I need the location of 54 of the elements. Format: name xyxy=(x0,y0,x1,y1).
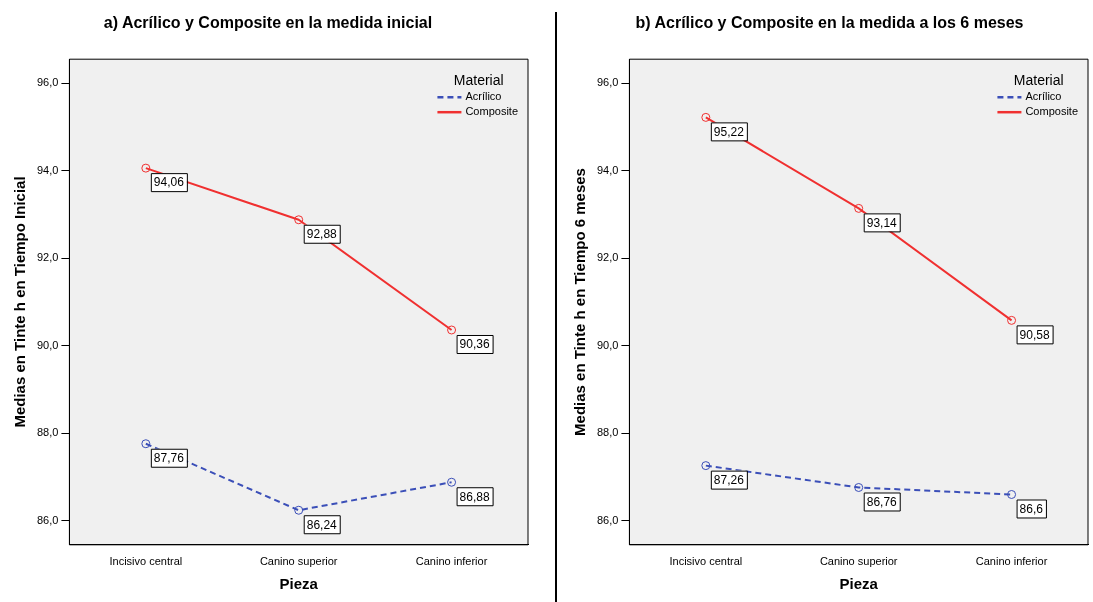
y-axis-title: Medias en Tinte h en Tiempo Inicial xyxy=(11,176,29,428)
point xyxy=(447,477,457,487)
y-tick-label: 90,0 xyxy=(596,338,619,351)
x-tick-label: Canino inferior xyxy=(415,555,488,568)
data-label: 86,76 xyxy=(866,494,898,509)
point xyxy=(701,461,711,471)
point xyxy=(447,325,457,335)
data-label: 86,6 xyxy=(1019,501,1044,516)
point xyxy=(141,439,151,449)
point xyxy=(141,163,151,173)
data-label: 87,76 xyxy=(153,451,185,466)
point xyxy=(854,482,864,492)
y-tick-label: 86,0 xyxy=(36,513,59,526)
data-label: 94,06 xyxy=(153,175,185,190)
y-tick-label: 94,0 xyxy=(36,163,59,176)
y-tick-label: 88,0 xyxy=(36,426,59,439)
chart-title: a) Acrílico y Composite en la medida inicial xyxy=(103,14,433,32)
data-label: 87,26 xyxy=(713,472,745,487)
legend-label: Acrílico xyxy=(1025,90,1062,103)
legend-label: Composite xyxy=(1025,105,1078,118)
legend-label: Acrílico xyxy=(465,90,502,103)
data-label: 93,14 xyxy=(866,215,898,230)
data-label: 86,88 xyxy=(459,489,490,504)
x-tick-label: Incisivo central xyxy=(669,555,743,568)
legend-title: Material xyxy=(453,72,504,89)
x-tick-label: Canino superior xyxy=(259,555,338,568)
data-label: 86,24 xyxy=(306,517,338,532)
point xyxy=(701,112,711,122)
y-tick-label: 92,0 xyxy=(36,251,59,264)
x-axis-title: Pieza xyxy=(279,575,319,593)
y-tick-label: 94,0 xyxy=(596,163,619,176)
y-tick-label: 90,0 xyxy=(36,338,59,351)
x-tick-label: Canino inferior xyxy=(975,555,1048,568)
legend-label: Composite xyxy=(465,105,518,118)
point xyxy=(294,505,304,515)
point xyxy=(294,215,304,225)
data-label: 90,58 xyxy=(1019,327,1050,342)
x-tick-label: Incisivo central xyxy=(109,555,183,568)
point xyxy=(1007,315,1017,325)
y-tick-label: 96,0 xyxy=(36,76,59,89)
y-tick-label: 92,0 xyxy=(596,251,619,264)
y-tick-label: 86,0 xyxy=(596,513,619,526)
point xyxy=(854,203,864,213)
data-label: 92,88 xyxy=(306,227,338,242)
y-axis-title: Medias en Tinte h en Tiempo 6 meses xyxy=(571,168,589,436)
x-axis-title: Pieza xyxy=(839,575,879,593)
x-tick-label: Canino superior xyxy=(819,555,898,568)
data-label: 90,36 xyxy=(459,337,490,352)
point xyxy=(1007,489,1017,499)
y-tick-label: 96,0 xyxy=(596,76,619,89)
data-label: 95,22 xyxy=(713,124,745,139)
legend-title: Material xyxy=(1013,72,1064,89)
y-tick-label: 88,0 xyxy=(596,426,619,439)
chart-title: b) Acrílico y Composite en la medida a los 6 meses xyxy=(635,14,1024,32)
